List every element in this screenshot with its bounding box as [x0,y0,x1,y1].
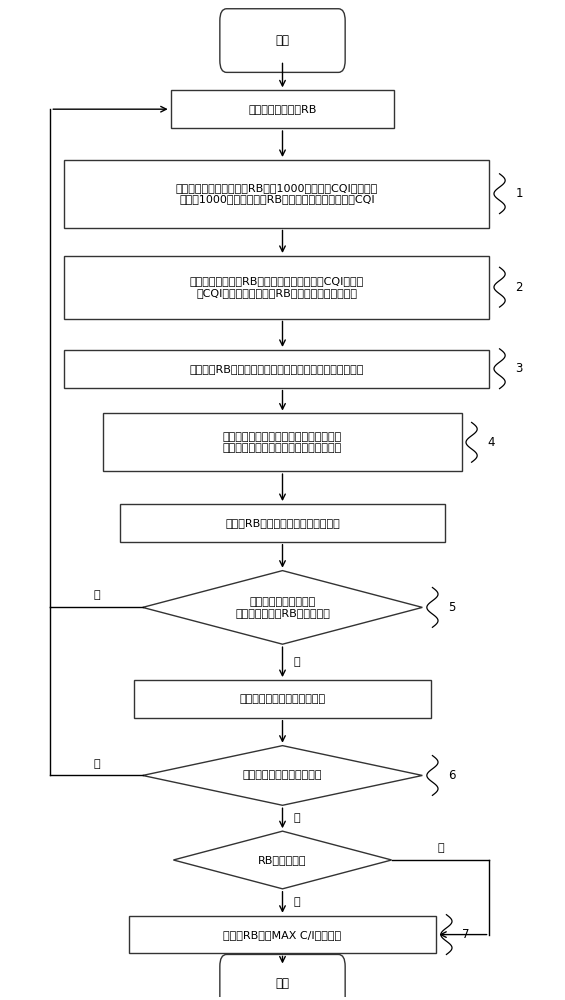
Bar [134,680,431,718]
Text: 4: 4 [487,436,495,449]
Text: 否: 否 [294,813,301,823]
Text: 否: 否 [294,897,301,907]
Bar [64,350,489,388]
Text: 是: 是 [93,759,100,769]
Text: 5: 5 [448,601,455,614]
Bar [103,413,462,471]
Bar [120,504,445,542]
Text: 统计各用户在当前待分配RB上近1000个时隙的CQI并计算各
用户近1000个时隙在当前RB上的最大、最小以及平均CQI: 统计各用户在当前待分配RB上近1000个时隙的CQI并计算各 用户近1000个时… [176,183,378,205]
Text: 是: 是 [93,590,100,600]
Text: 结束: 结束 [276,977,289,990]
Text: 1: 1 [515,187,523,200]
Text: 是: 是 [437,843,444,853]
Text: RB已分配完毕: RB已分配完毕 [258,855,307,865]
Polygon shape [142,571,423,644]
FancyBboxPatch shape [220,954,345,1000]
Text: 2: 2 [515,281,523,294]
Text: 寻找一个未分配的RB: 寻找一个未分配的RB [248,104,317,114]
Bar [64,256,489,319]
Text: 6: 6 [448,769,455,782]
Bar [129,916,436,953]
Text: 7: 7 [462,928,470,941]
Bar [171,90,394,128]
Text: 将当前RB分配给调度指标最大的用户: 将当前RB分配给调度指标最大的用户 [225,518,340,528]
Text: 3: 3 [515,362,523,375]
FancyBboxPatch shape [220,9,345,72]
Text: 利用各用户在当前RB上最大、最小以及平均CQI结合当
前CQI计算各用户在当前RB上的信道波动影响因子: 利用各用户在当前RB上最大、最小以及平均CQI结合当 前CQI计算各用户在当前R… [190,276,364,298]
Text: 将该用户从待调度队列中删除: 将该用户从待调度队列中删除 [240,694,325,704]
Text: 否: 否 [294,657,301,667]
Text: 计算当前RB在经典无线资源分配算法下的各用户调度指标: 计算当前RB在经典无线资源分配算法下的各用户调度指标 [190,364,364,374]
Polygon shape [173,831,392,889]
Text: 当前时隙是否有待传输数据: 当前时隙是否有待传输数据 [243,770,322,780]
Text: 开始: 开始 [276,34,289,47]
Text: 剩余的RB按照MAX C/I进行分配: 剩余的RB按照MAX C/I进行分配 [223,930,342,940]
Bar [64,160,489,228]
Text: 各用户经典算法下调度指标乘以信道波动
影响因子得到信道波动感知下的调度指标: 各用户经典算法下调度指标乘以信道波动 影响因子得到信道波动感知下的调度指标 [223,432,342,453]
Polygon shape [142,746,423,805]
Text: 该用户待传输数据是否
大于已分配给其RB的传输能力: 该用户待传输数据是否 大于已分配给其RB的传输能力 [235,597,330,618]
